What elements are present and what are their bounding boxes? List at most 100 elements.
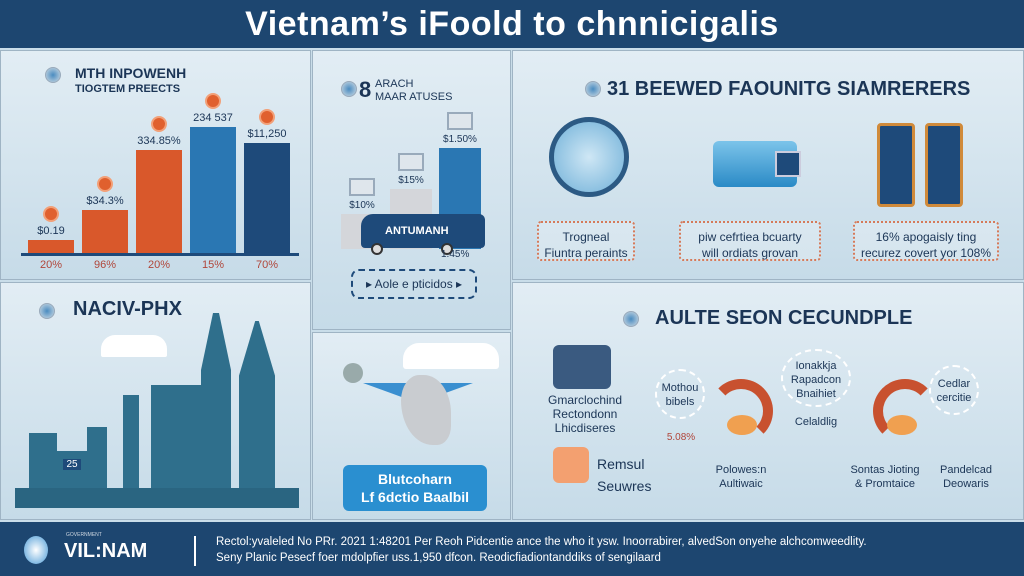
coin-icon (259, 109, 275, 126)
feature-text: Fiuntra peraints (544, 246, 628, 260)
brand-small: GOVERNMENT (66, 532, 102, 538)
bar-value-label: $15% (398, 174, 424, 186)
feature-item-1: Trogneal Fiuntra peraints (537, 221, 635, 261)
market-title-2: MAAR ATUSES (375, 91, 453, 103)
cloud-icon (101, 335, 167, 357)
cycle-left-text: Gmarclochind Rectondonn Lhicdiseres (535, 393, 635, 435)
bar-value-label: $0.19 (37, 225, 65, 238)
growth-title-1: MTH INPOWENH (75, 65, 187, 81)
brand-logo: VIL:NAM (64, 540, 148, 562)
divider (194, 536, 196, 566)
globe-icon (585, 81, 601, 97)
cycle-label: Pandelcad Deowaris (933, 463, 999, 491)
features-panel: 31 BEEWED FAOUNITG SIAMRERERS Trogneal Fi… (512, 50, 1024, 280)
chart-bar (244, 143, 290, 253)
text-line: Cedlar (937, 378, 971, 390)
wheel-icon (371, 243, 383, 255)
tower (201, 313, 231, 503)
chart-bar (136, 149, 182, 253)
food-icon (727, 415, 757, 435)
suitcase-icon (553, 345, 611, 389)
city-title: NACIV-PHX (73, 298, 182, 320)
cycle-label: Polowes:n Aultiwaic (699, 463, 783, 491)
chart-baseline (21, 253, 299, 256)
bar-value-label: 234 537 (193, 112, 233, 124)
text-line: & Promtaice (855, 478, 915, 490)
map-callout-line: Blutcoharn (378, 471, 452, 487)
cycle-left2-text: Remsul Seuwres (597, 453, 651, 497)
text-line: Pandelcad (940, 464, 992, 476)
globe-icon (39, 303, 55, 319)
feature-item-2: piw cefrtiea bcuarty will ordiats grovan (679, 221, 821, 261)
map-callout: Blutcoharn Lf 6dctio Baalbil (343, 465, 487, 511)
header-banner: Vietnam’s iFoold to chnnicigalis (0, 0, 1024, 48)
bar-value-label: 334.85% (137, 134, 181, 147)
market-number: 8 (359, 77, 372, 102)
feature-text: piw cefrtiea bcuarty (698, 230, 802, 244)
text-line: cercitie (936, 392, 972, 404)
cycle-label: Sontas Jioting & Promtaice (843, 463, 927, 491)
text-line: Deowaris (943, 478, 989, 490)
bar-category-label: 15% (201, 259, 225, 271)
feature-text: 16% apogaisly ting (875, 230, 977, 244)
chart-bar (28, 240, 74, 253)
text-line: Sontas Jioting (850, 464, 920, 476)
coin-icon (43, 206, 59, 223)
market-button[interactable]: ▸ Aole e pticidos ▸ (351, 269, 477, 299)
bar-category-label: 96% (93, 259, 117, 271)
text-line: Rectondonn (552, 407, 618, 421)
market-panel: 8 ARACH MAAR ATUSES $10% $15% $1.50% ANTUM… (312, 50, 511, 330)
bar-value-label: $1.50% (443, 134, 477, 146)
feature-item-3: 16% apogaisly ting recurez covert yor 108… (853, 221, 999, 261)
bar-value-label: $34.3% (86, 195, 124, 208)
globe-icon (45, 67, 61, 83)
text-line: Gmarclochind (547, 393, 623, 407)
feature-text: Trogneal (562, 230, 610, 244)
text-line: Remsul (597, 456, 645, 472)
globe-icon (549, 117, 629, 197)
ground (15, 488, 299, 508)
features-title: 31 BEEWED FAOUNITG SIAMRERERS (607, 78, 971, 100)
text-line: Polowes:n (715, 464, 767, 476)
market-button-label: Aole e pticidos (374, 277, 453, 291)
feature-text: will ordiats grovan (701, 246, 799, 260)
cycle-percent: 5.08% (666, 432, 696, 443)
device-icon (341, 81, 357, 97)
bar-category-label: 20% (147, 259, 171, 271)
footer: GOVERNMENT VIL:NAM Rectol:yvaleled No PR… (0, 522, 1024, 576)
bar-category-label: 20% (39, 259, 63, 271)
market-title-1: ARACH (375, 78, 414, 90)
coin-icon (97, 176, 113, 193)
bar-value-label: $10% (349, 200, 375, 211)
text-line: Aultiwaic (719, 478, 763, 490)
laptop-icon (349, 178, 375, 196)
footer-line-2: Seny Planic Pesecf foer mdolpfier uss.1,… (216, 552, 661, 564)
wheel-icon (441, 243, 453, 255)
bus-icon: ANTUMANH (361, 214, 485, 248)
gear-icon (343, 363, 363, 383)
chart-bar (190, 127, 236, 253)
building (87, 427, 107, 503)
tower (239, 321, 275, 503)
building (151, 385, 201, 503)
cycle-arrow (873, 379, 937, 443)
food-icon (553, 447, 589, 483)
text-line: Seuwres (597, 478, 652, 494)
text-line: Rapadcon (790, 374, 842, 386)
bar-category-label: 70% (255, 259, 279, 271)
chart-bar (82, 210, 128, 253)
emblem-icon (24, 536, 48, 564)
map-callout-line: Lf 6dctio Baalbil (360, 489, 470, 505)
page-title: Vietnam’s iFoold to chnnicigalis (245, 4, 779, 43)
market-annotation: 1.45% (441, 249, 470, 260)
bus-label: ANTUMANH (385, 225, 449, 237)
cycle-panel: AULTE SEON CECUNDPLE Gmarclochind Rectond… (512, 282, 1024, 520)
coin-icon (151, 115, 167, 132)
footer-line-1: Rectol:yvaleled No PRr. 2021 1:48201 Per… (216, 536, 867, 548)
cycle-node: Mothou bibels (655, 369, 705, 419)
text-line: Mothou (661, 382, 699, 394)
laptop-icon (447, 112, 473, 131)
location-icon (623, 311, 639, 327)
growth-title-2: TIOGTEM PREECTS (75, 83, 181, 95)
coin-icon (205, 93, 221, 109)
